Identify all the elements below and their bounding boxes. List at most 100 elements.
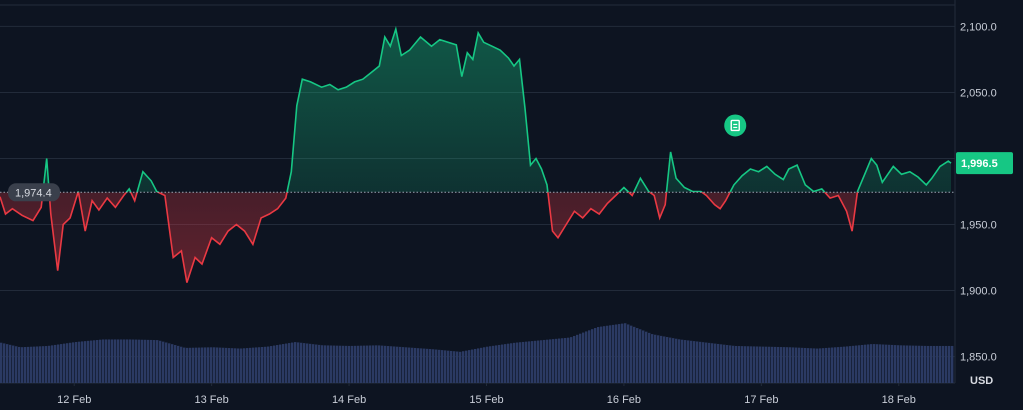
volume-bar-78: [234, 348, 237, 383]
volume-bar-39: [117, 339, 120, 383]
volume-bar-19: [57, 344, 60, 383]
volume-bar-244: [732, 345, 735, 383]
volume-bar-47: [141, 339, 144, 383]
volume-bar-29: [87, 340, 90, 383]
volume-bar-128: [384, 345, 387, 383]
volume-bar-114: [342, 345, 345, 383]
volume-bar-289: [867, 344, 870, 383]
volume-bar-144: [432, 349, 435, 383]
volume-bar-5: [15, 346, 18, 383]
volume-bar-70: [210, 347, 213, 383]
volume-bar-105: [315, 344, 318, 383]
volume-bar-24: [72, 342, 75, 383]
volume-bar-275: [825, 347, 828, 383]
volume-bar-158: [474, 348, 477, 383]
volume-bar-118: [354, 345, 357, 383]
volume-bar-122: [366, 345, 369, 383]
volume-bar-165: [495, 345, 498, 383]
volume-bar-150: [450, 350, 453, 383]
volume-bar-106: [318, 344, 321, 383]
volume-bar-291: [873, 344, 876, 383]
volume-bar-245: [735, 345, 738, 383]
volume-bar-202: [606, 325, 609, 383]
volume-bar-18: [54, 344, 57, 383]
volume-bar-197: [591, 329, 594, 383]
volume-bar-208: [624, 323, 627, 383]
volume-bar-137: [411, 347, 414, 383]
volume-bar-49: [147, 339, 150, 383]
volume-bar-117: [351, 345, 354, 383]
volume-bar-33: [99, 339, 102, 383]
volume-bar-310: [930, 345, 933, 383]
volume-bar-230: [690, 340, 693, 383]
volume-bar-231: [693, 341, 696, 383]
volume-bar-133: [399, 346, 402, 383]
volume-bar-156: [468, 350, 471, 383]
volume-bar-62: [186, 347, 189, 383]
volume-bar-22: [66, 343, 69, 383]
volume-bar-264: [792, 347, 795, 383]
volume-bar-110: [330, 345, 333, 383]
volume-bar-170: [510, 343, 513, 383]
volume-bar-263: [789, 347, 792, 383]
volume-bar-98: [294, 342, 297, 383]
volume-bar-102: [306, 343, 309, 383]
volume-bar-50: [150, 339, 153, 383]
volume-bar-23: [69, 342, 72, 383]
volume-bar-281: [843, 346, 846, 383]
x-axis: 12 Feb 13 Feb 14 Feb 15 Feb 16 Feb 17 Feb 18 F…: [57, 383, 916, 406]
x-tick-label-3: 15 Feb: [469, 394, 503, 406]
volume-bar-147: [441, 350, 444, 383]
volume-bar-28: [84, 341, 87, 383]
volume-bar-198: [594, 328, 597, 383]
volume-bar-37: [111, 339, 114, 383]
volume-bar-309: [927, 345, 930, 383]
volume-bar-209: [627, 324, 630, 383]
x-tick-label-5: 17 Feb: [744, 394, 778, 406]
volume-bar-26: [78, 341, 81, 383]
volume-bar-38: [114, 339, 117, 383]
volume-bar-112: [336, 345, 339, 383]
volume-bar-314: [942, 345, 945, 383]
news-marker[interactable]: [724, 114, 747, 137]
volume-bar-304: [912, 345, 915, 383]
x-tick-label-1: 13 Feb: [195, 394, 229, 406]
volume-bar-108: [324, 345, 327, 383]
volume-bar-120: [360, 345, 363, 383]
volume-bar-131: [393, 346, 396, 383]
volume-bar-201: [603, 326, 606, 383]
volume-bar-125: [375, 345, 378, 383]
volume-bar-287: [861, 344, 864, 383]
volume-bar-278: [834, 347, 837, 383]
volume-bar-167: [501, 344, 504, 383]
volume-bar-195: [585, 331, 588, 383]
volume-bar-316: [948, 345, 951, 383]
area-above-baseline: [42, 29, 951, 193]
volume-bar-234: [702, 342, 705, 383]
volume-bar-203: [609, 325, 612, 383]
volume-bar-241: [723, 344, 726, 383]
volume-bar-153: [459, 351, 462, 383]
volume-bar-48: [144, 339, 147, 383]
x-tick-label-0: 12 Feb: [57, 394, 91, 406]
volume-bar-161: [483, 347, 486, 383]
volume-bar-256: [768, 346, 771, 383]
volume-bar-162: [486, 346, 489, 383]
volume-bar-194: [582, 332, 585, 383]
volume-bar-182: [546, 339, 549, 383]
baseline-badge: 1,974.4: [8, 183, 60, 202]
volume-bar-2: [6, 344, 9, 383]
volume-bar-96: [288, 343, 291, 383]
volume-bar-221: [663, 336, 666, 383]
volume-bar-164: [492, 345, 495, 383]
volume-bar-214: [642, 330, 645, 383]
volume-bar-75: [225, 347, 228, 383]
volume-bar-64: [192, 347, 195, 383]
volume-bar-298: [894, 345, 897, 383]
volume-bar-4: [12, 345, 15, 383]
volume-bar-90: [270, 346, 273, 383]
volume-bar-190: [570, 337, 573, 383]
volume-bar-151: [453, 351, 456, 383]
